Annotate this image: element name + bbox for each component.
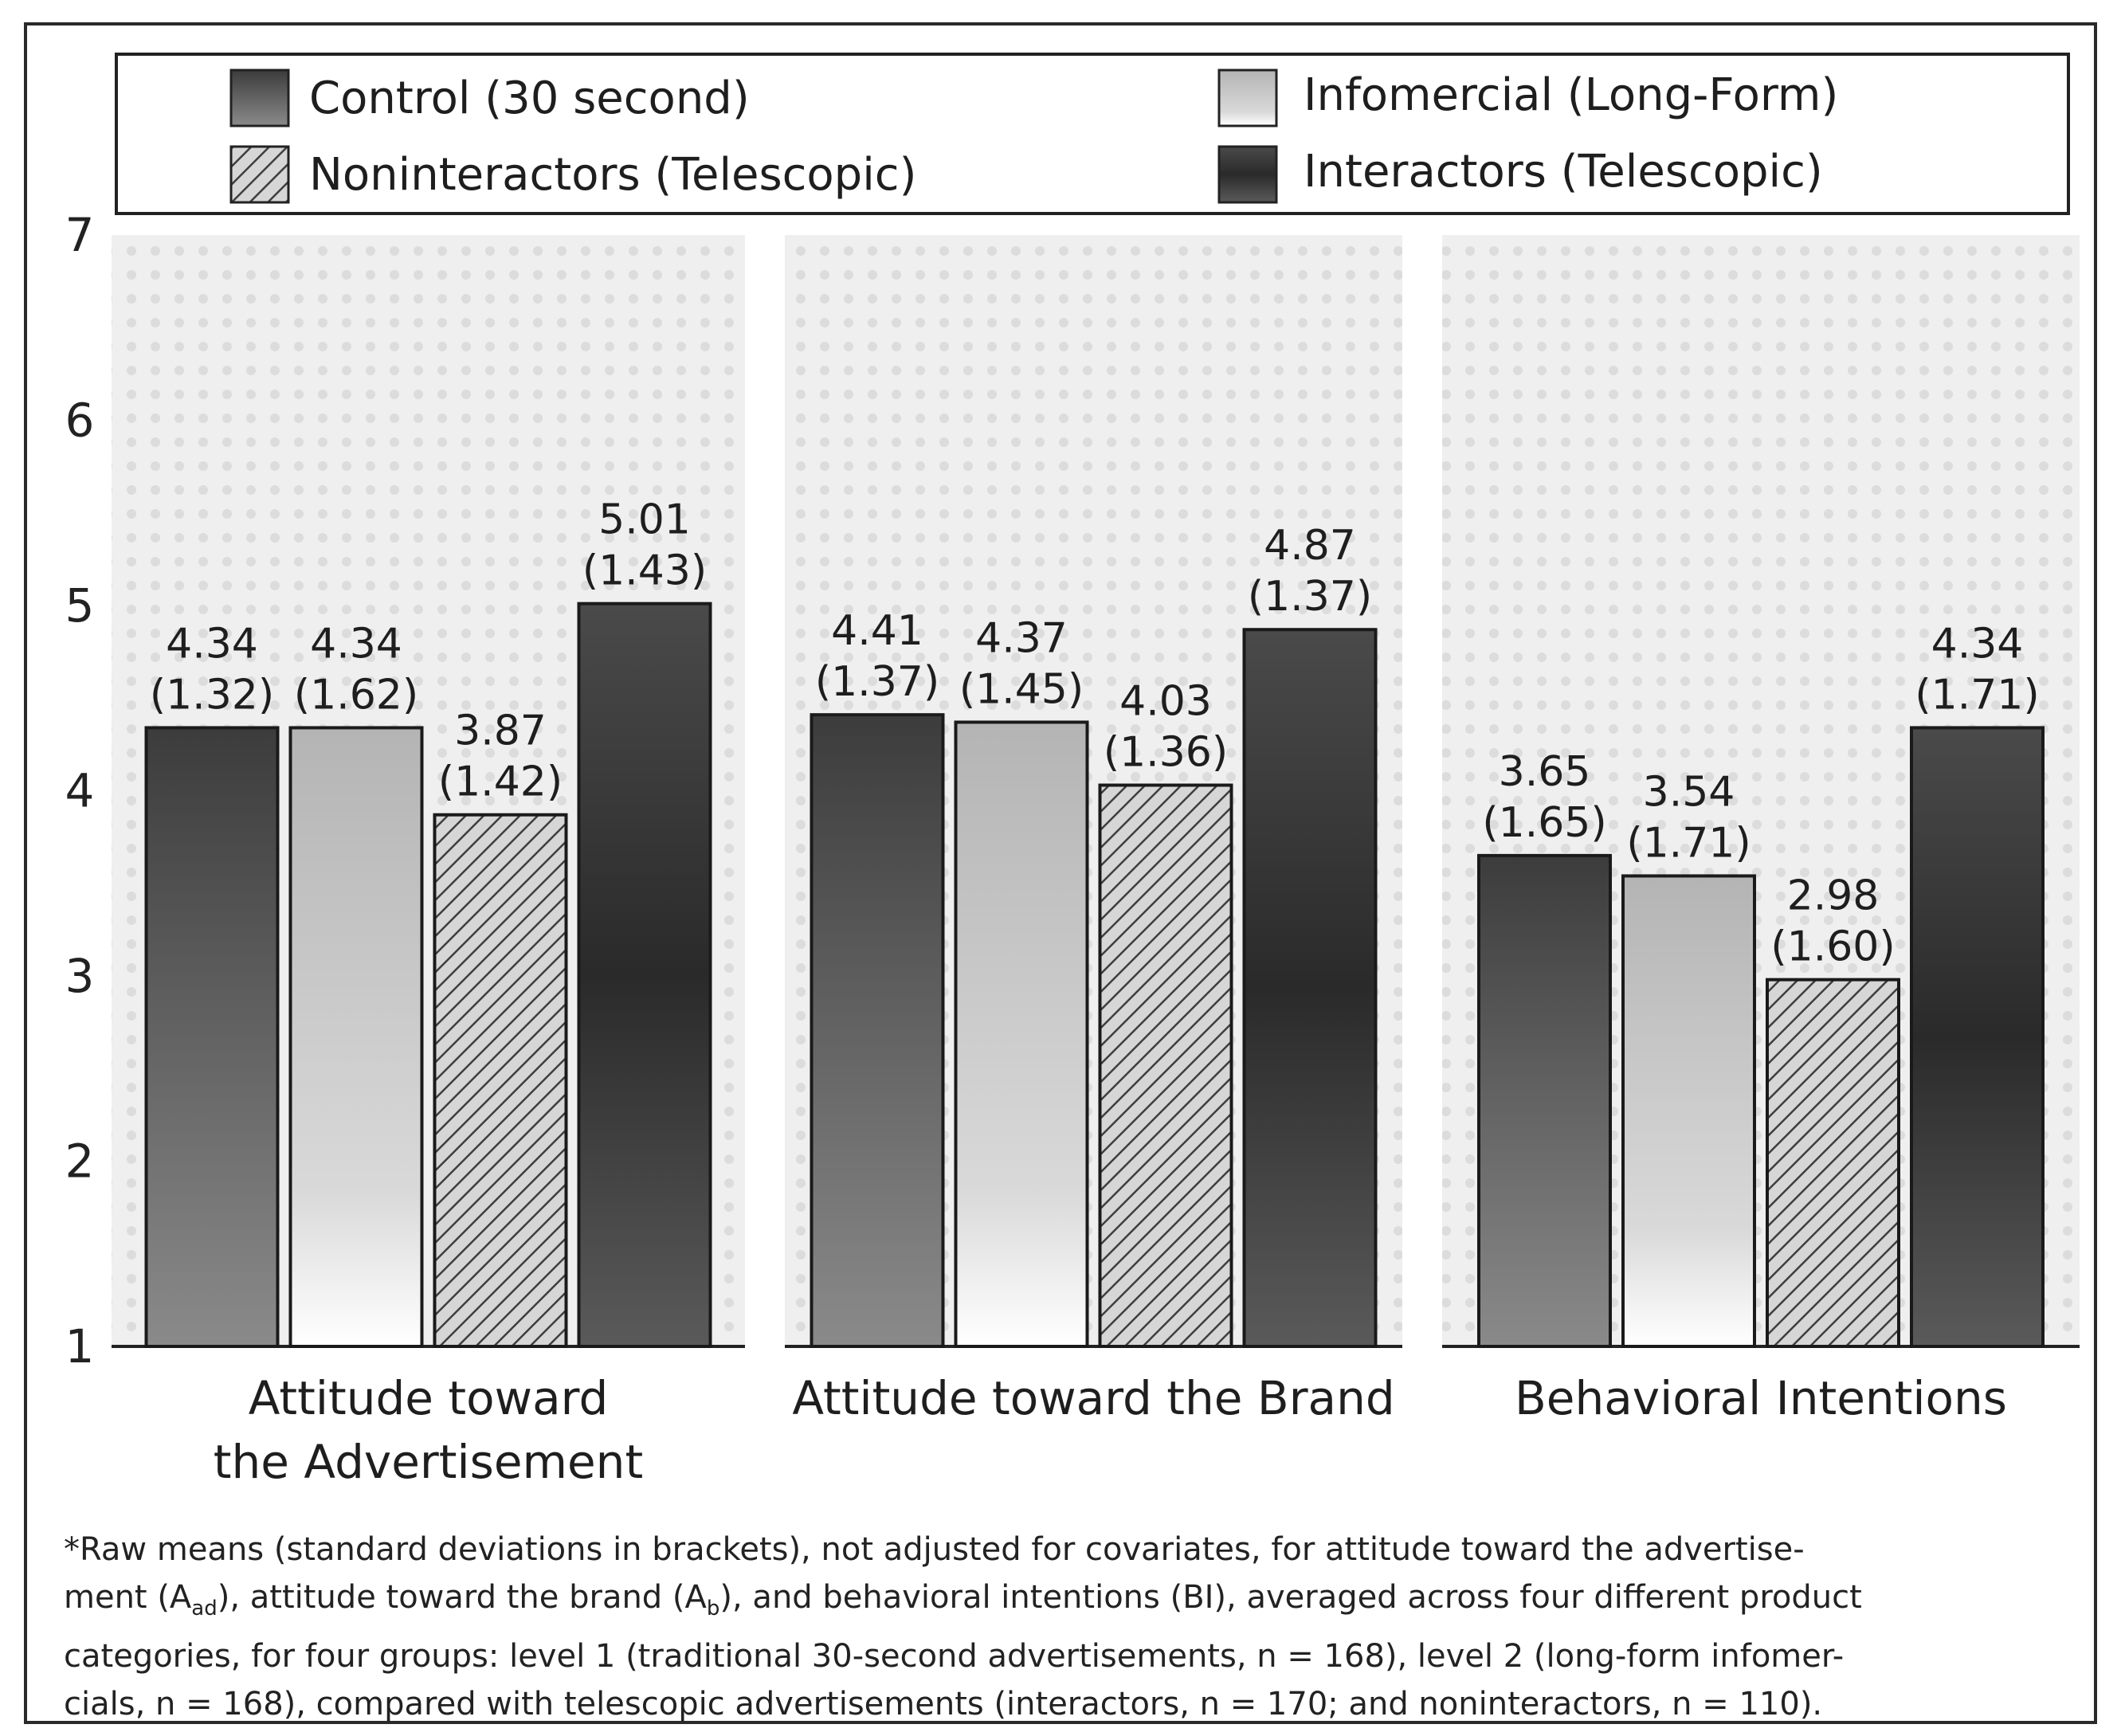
bar-sd-label: (1.62) [294,671,418,719]
bar [1621,874,1756,1348]
legend-swatch-interactors [1217,145,1278,204]
category-labels: Attitude toward the Advertisement Attitude… [214,1371,2007,1489]
bar-sd-label: (1.42) [438,758,563,806]
legend-border [115,53,2070,215]
y-tick-label: 2 [65,1134,95,1189]
legend: Control (30 second) Noninteractors (Tele… [115,53,2070,215]
bar-value-label: 4.87 [1264,522,1356,570]
legend-label-infomercial: Infomercial (Long-Form) [1304,69,1838,121]
bar [144,726,280,1348]
y-tick-label: 4 [65,764,95,818]
bar-sd-label: (1.32) [150,671,274,719]
bar [810,713,945,1348]
bar [1098,783,1233,1348]
bar [288,726,424,1348]
bar-sd-label: (1.71) [1915,671,2039,719]
bar-value-label: 5.01 [598,496,691,544]
bar-sd-label: (1.43) [582,547,707,595]
category-label: Attitude toward the Brand [792,1371,1394,1425]
bar-value-label: 4.37 [975,614,1068,662]
y-tick-label: 3 [65,949,95,1003]
legend-label-control: Control (30 second) [309,72,750,124]
y-tick-label: 1 [65,1319,95,1374]
bar-value-label: 4.34 [1931,620,2024,668]
bar-value-label: 2.98 [1787,872,1880,920]
bar [1910,726,2045,1348]
legend-label-interactors: Interactors (Telescopic) [1304,146,1823,198]
bar-sd-label: (1.60) [1770,923,1895,971]
bar-sd-label: (1.37) [815,658,939,706]
bar [1242,628,1378,1348]
category-label: Attitude toward [249,1371,609,1425]
figure-caption: *Raw means (standard deviations in brack… [64,1526,2072,1728]
y-tick-label: 6 [65,394,95,448]
bar-sd-label: (1.65) [1482,799,1606,847]
caption-line-1: *Raw means (standard deviations in brack… [64,1531,1805,1568]
legend-label-noninteractors: Noninteractors (Telescopic) [309,149,916,201]
bar [1766,978,1900,1349]
bar [433,813,568,1348]
bar-sd-label: (1.36) [1104,729,1228,777]
bar-value-label: 3.87 [454,707,547,755]
legend-swatch-noninteractors [229,145,290,204]
bar-sd-label: (1.45) [959,665,1084,713]
y-tick-label: 5 [65,578,95,633]
bar-value-label: 3.65 [1499,748,1591,796]
caption-line-3: categories, for four groups: level 1 (tr… [64,1638,1845,1675]
legend-swatch-infomercial [1217,69,1278,127]
bar-value-label: 4.34 [310,620,402,668]
bars [144,602,2045,1349]
bar [1477,853,1612,1348]
bar-sd-label: (1.37) [1248,573,1372,621]
bar-value-label: 3.54 [1643,768,1735,816]
y-tick-label: 7 [65,208,95,262]
bar-chart: Control (30 second) Noninteractors (Tele… [65,53,2080,1489]
bar [577,602,712,1348]
bar-value-label: 4.34 [166,620,258,668]
bar-value-label: 4.41 [831,607,923,655]
caption-line-2: ment (Aad), attitude toward the brand (A… [64,1579,1862,1620]
bar-labels: 4.34(1.32)4.34(1.62)3.87(1.42)5.01(1.43)… [150,496,2040,971]
legend-swatch-control [229,69,290,127]
bar-value-label: 4.03 [1119,678,1212,726]
y-axis: 1 2 3 4 5 6 7 [65,208,95,1374]
category-label: the Advertisement [214,1435,643,1489]
bar [954,720,1089,1348]
caption-line-4: cials, n = 168), compared with telescopi… [64,1686,1823,1722]
category-label: Behavioral Intentions [1515,1371,2007,1425]
bar-sd-label: (1.71) [1626,819,1751,867]
